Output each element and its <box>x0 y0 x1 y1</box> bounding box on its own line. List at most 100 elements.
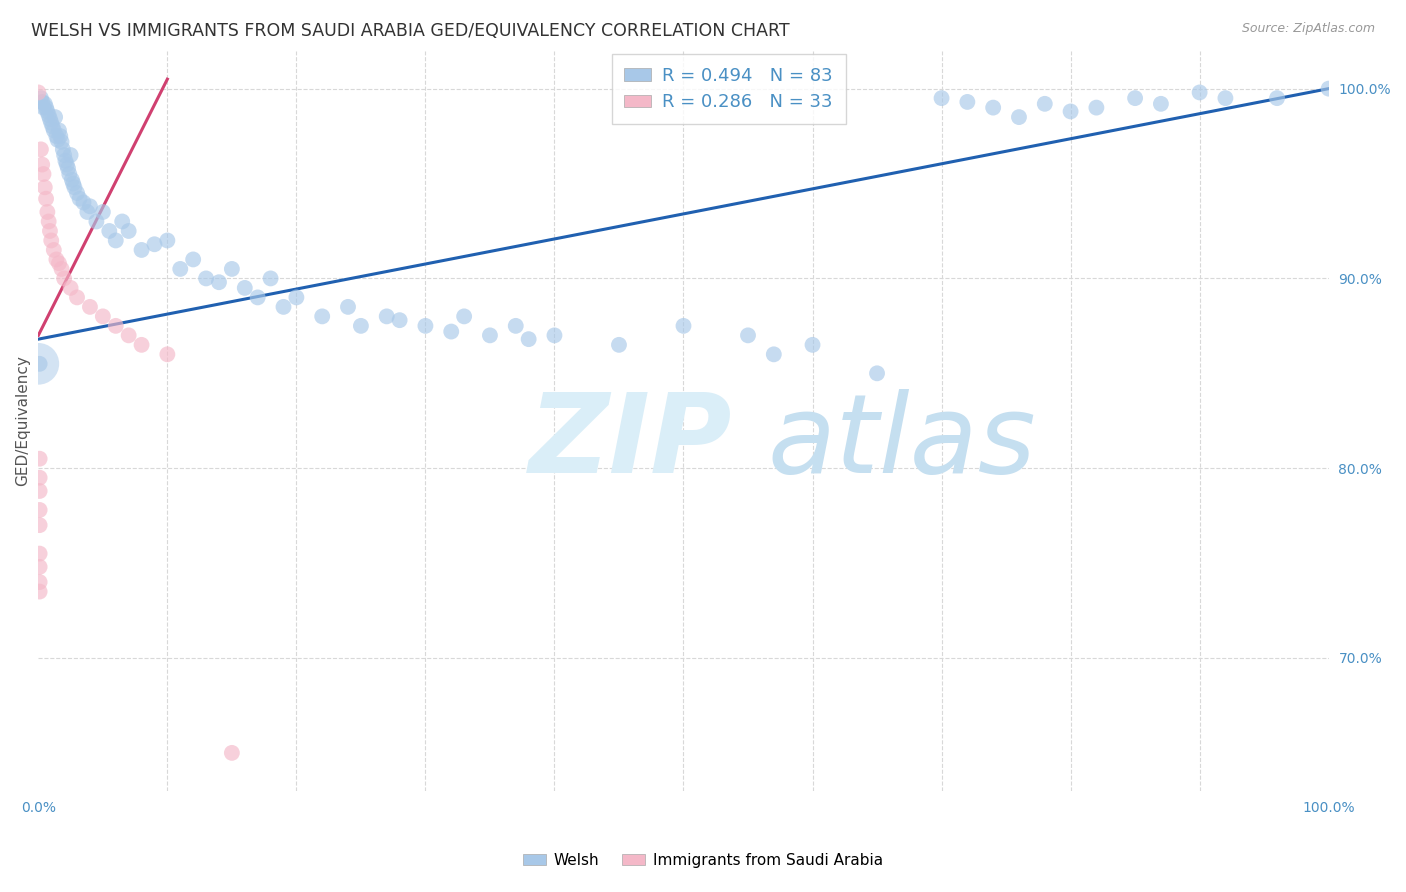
Point <box>37 205 59 219</box>
Point <box>38 214 60 228</box>
Point <box>388 313 411 327</box>
Point <box>350 318 373 333</box>
Point <box>42 123 65 137</box>
Point <box>104 318 127 333</box>
Point <box>505 318 527 333</box>
Point <box>45 252 67 267</box>
Point <box>478 328 501 343</box>
Point <box>28 483 51 498</box>
Point <box>55 153 77 168</box>
Point <box>169 261 191 276</box>
Point <box>51 261 73 276</box>
Point <box>311 310 333 324</box>
Point <box>208 275 231 289</box>
Point <box>55 157 77 171</box>
Point <box>415 318 437 333</box>
Point <box>1123 91 1146 105</box>
Point <box>285 290 308 304</box>
Point <box>41 120 63 134</box>
Point <box>30 142 52 156</box>
Point <box>737 328 759 343</box>
Point <box>517 332 540 346</box>
Point <box>31 157 53 171</box>
Text: ZIP: ZIP <box>529 390 733 497</box>
Point <box>59 148 82 162</box>
Point <box>58 167 80 181</box>
Point <box>48 256 70 270</box>
Point <box>672 318 695 333</box>
Point <box>221 261 243 276</box>
Point <box>28 357 51 371</box>
Point <box>91 310 114 324</box>
Point <box>233 281 256 295</box>
Point <box>221 746 243 760</box>
Point <box>28 547 51 561</box>
Point <box>76 205 98 219</box>
Point <box>143 237 166 252</box>
Point <box>1215 91 1237 105</box>
Point <box>86 214 108 228</box>
Point <box>607 338 630 352</box>
Text: WELSH VS IMMIGRANTS FROM SAUDI ARABIA GED/EQUIVALENCY CORRELATION CHART: WELSH VS IMMIGRANTS FROM SAUDI ARABIA GE… <box>31 22 790 40</box>
Point <box>118 224 141 238</box>
Point <box>69 192 91 206</box>
Point <box>52 142 75 156</box>
Point <box>28 584 51 599</box>
Point <box>30 91 52 105</box>
Point <box>28 503 51 517</box>
Point <box>46 133 69 147</box>
Point <box>66 290 89 304</box>
Point <box>39 224 62 238</box>
Point <box>131 338 153 352</box>
Point <box>156 234 179 248</box>
Point <box>543 328 565 343</box>
Point <box>98 224 121 238</box>
Point <box>45 129 67 144</box>
Point <box>53 271 76 285</box>
Point <box>35 101 58 115</box>
Point <box>53 148 76 162</box>
Point <box>273 300 295 314</box>
Text: atlas: atlas <box>768 390 1036 497</box>
Point <box>801 338 824 352</box>
Point <box>28 518 51 533</box>
Point <box>28 451 51 466</box>
Point <box>63 180 86 194</box>
Point <box>27 86 49 100</box>
Point <box>181 252 204 267</box>
Point <box>32 101 55 115</box>
Point <box>59 281 82 295</box>
Point <box>956 95 979 109</box>
Y-axis label: GED/Equivalency: GED/Equivalency <box>15 355 30 486</box>
Point <box>66 186 89 200</box>
Point <box>453 310 475 324</box>
Point <box>34 180 56 194</box>
Point <box>246 290 269 304</box>
Point <box>1150 96 1173 111</box>
Point <box>1059 104 1081 119</box>
Point <box>27 357 49 371</box>
Point <box>31 95 53 109</box>
Point <box>32 167 55 181</box>
Point <box>39 112 62 126</box>
Point <box>42 243 65 257</box>
Point <box>49 129 72 144</box>
Point <box>28 471 51 485</box>
Point <box>156 347 179 361</box>
Point <box>72 195 94 210</box>
Point <box>37 104 59 119</box>
Point <box>62 177 84 191</box>
Point <box>91 205 114 219</box>
Point <box>1008 110 1031 124</box>
Legend: R = 0.494   N = 83, R = 0.286   N = 33: R = 0.494 N = 83, R = 0.286 N = 33 <box>612 54 845 124</box>
Point <box>39 116 62 130</box>
Point <box>56 161 79 176</box>
Point <box>48 123 70 137</box>
Point <box>131 243 153 257</box>
Point <box>981 101 1004 115</box>
Point <box>38 108 60 122</box>
Point <box>28 575 51 590</box>
Point <box>44 110 66 124</box>
Point <box>259 271 281 285</box>
Point <box>79 199 101 213</box>
